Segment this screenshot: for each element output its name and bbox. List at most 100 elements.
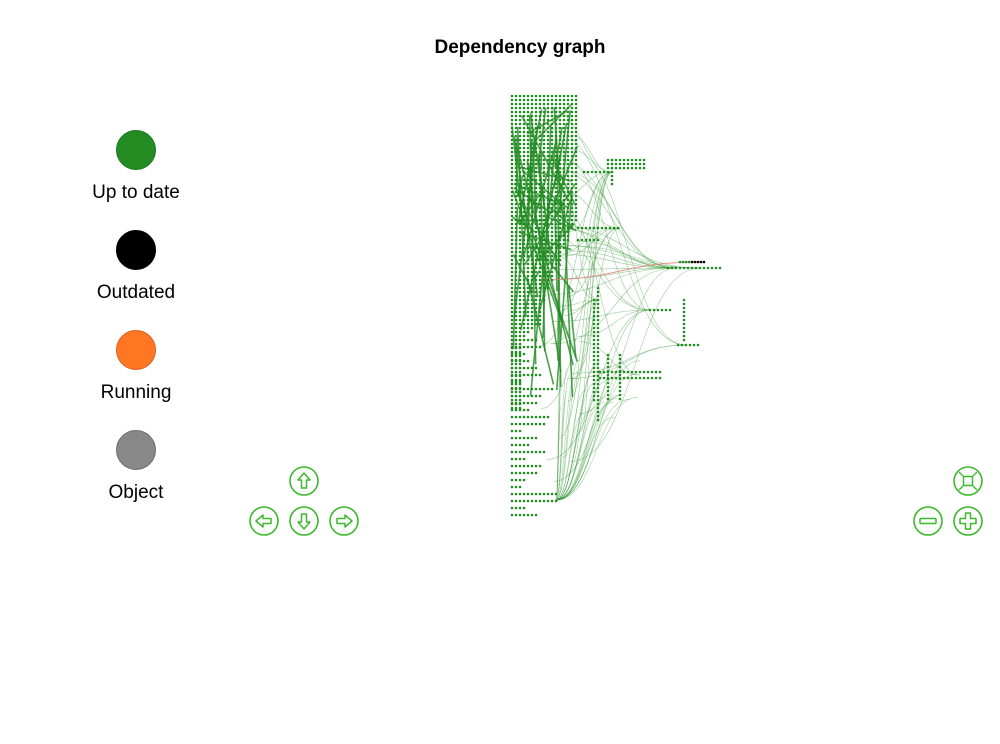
graph-node[interactable] xyxy=(534,294,538,298)
graph-node[interactable] xyxy=(510,294,514,298)
graph-node[interactable] xyxy=(626,162,630,166)
graph-node[interactable] xyxy=(676,343,680,347)
graph-node[interactable] xyxy=(518,246,522,250)
graph-node[interactable] xyxy=(522,450,526,454)
graph-node[interactable] xyxy=(538,226,542,230)
graph-node[interactable] xyxy=(534,262,538,266)
graph-node[interactable] xyxy=(554,194,558,198)
graph-node[interactable] xyxy=(592,298,596,302)
graph-node[interactable] xyxy=(518,138,522,142)
graph-node[interactable] xyxy=(554,202,558,206)
graph-node[interactable] xyxy=(646,370,650,374)
graph-node[interactable] xyxy=(518,485,522,489)
graph-node[interactable] xyxy=(554,122,558,126)
graph-node[interactable] xyxy=(574,134,578,138)
graph-node[interactable] xyxy=(538,118,542,122)
graph-node[interactable] xyxy=(554,226,558,230)
graph-node[interactable] xyxy=(566,170,570,174)
graph-node[interactable] xyxy=(510,242,514,246)
graph-node[interactable] xyxy=(518,234,522,238)
graph-node[interactable] xyxy=(514,234,518,238)
graph-node[interactable] xyxy=(542,186,546,190)
graph-node[interactable] xyxy=(522,106,526,110)
graph-node[interactable] xyxy=(534,214,538,218)
graph-node[interactable] xyxy=(522,178,526,182)
graph-node[interactable] xyxy=(534,394,538,398)
graph-node[interactable] xyxy=(538,286,542,290)
graph-node[interactable] xyxy=(514,314,518,318)
graph-node[interactable] xyxy=(514,350,518,354)
graph-node[interactable] xyxy=(514,130,518,134)
graph-node[interactable] xyxy=(538,194,542,198)
graph-node[interactable] xyxy=(538,150,542,154)
graph-node[interactable] xyxy=(526,499,530,503)
graph-node[interactable] xyxy=(574,106,578,110)
graph-node[interactable] xyxy=(534,174,538,178)
graph-node[interactable] xyxy=(682,334,686,338)
graph-node[interactable] xyxy=(566,94,570,98)
graph-node[interactable] xyxy=(522,322,526,326)
graph-node[interactable] xyxy=(510,290,514,294)
graph-node[interactable] xyxy=(518,122,522,126)
graph-node[interactable] xyxy=(592,366,596,370)
graph-node[interactable] xyxy=(542,278,546,282)
graph-node[interactable] xyxy=(522,278,526,282)
graph-node[interactable] xyxy=(514,126,518,130)
graph-node[interactable] xyxy=(612,226,616,230)
graph-node[interactable] xyxy=(622,158,626,162)
graph-node[interactable] xyxy=(630,370,634,374)
graph-node[interactable] xyxy=(518,415,522,419)
graph-node[interactable] xyxy=(526,282,530,286)
graph-node[interactable] xyxy=(574,210,578,214)
graph-node[interactable] xyxy=(574,122,578,126)
graph-node[interactable] xyxy=(626,158,630,162)
graph-node[interactable] xyxy=(514,471,518,475)
graph-node[interactable] xyxy=(592,322,596,326)
graph-node[interactable] xyxy=(530,126,534,130)
graph-node[interactable] xyxy=(550,130,554,134)
graph-node[interactable] xyxy=(514,214,518,218)
graph-node[interactable] xyxy=(558,198,562,202)
graph-node[interactable] xyxy=(530,194,534,198)
graph-node[interactable] xyxy=(558,190,562,194)
graph-node[interactable] xyxy=(534,345,538,349)
graph-node[interactable] xyxy=(596,338,600,342)
graph-node[interactable] xyxy=(510,158,514,162)
graph-node[interactable] xyxy=(596,366,600,370)
graph-node[interactable] xyxy=(592,334,596,338)
graph-node[interactable] xyxy=(688,343,692,347)
graph-node[interactable] xyxy=(618,377,622,381)
graph-node[interactable] xyxy=(530,174,534,178)
graph-node[interactable] xyxy=(596,342,600,346)
graph-node[interactable] xyxy=(558,130,562,134)
graph-node[interactable] xyxy=(526,422,530,426)
graph-node[interactable] xyxy=(596,386,600,390)
graph-node[interactable] xyxy=(550,387,554,391)
graph-node[interactable] xyxy=(562,98,566,102)
graph-node[interactable] xyxy=(514,334,518,338)
graph-node[interactable] xyxy=(558,114,562,118)
graph-node[interactable] xyxy=(550,162,554,166)
graph-node[interactable] xyxy=(518,146,522,150)
graph-node[interactable] xyxy=(530,202,534,206)
graph-node[interactable] xyxy=(562,230,566,234)
graph-node[interactable] xyxy=(596,402,600,406)
graph-node[interactable] xyxy=(538,174,542,178)
graph-node[interactable] xyxy=(514,110,518,114)
graph-node[interactable] xyxy=(638,376,642,380)
graph-node[interactable] xyxy=(518,142,522,146)
graph-node[interactable] xyxy=(518,314,522,318)
graph-node[interactable] xyxy=(518,266,522,270)
graph-node[interactable] xyxy=(596,298,600,302)
graph-node[interactable] xyxy=(510,194,514,198)
graph-node[interactable] xyxy=(518,182,522,186)
graph-node[interactable] xyxy=(534,258,538,262)
graph-node[interactable] xyxy=(510,234,514,238)
graph-node[interactable] xyxy=(538,422,542,426)
graph-node[interactable] xyxy=(550,222,554,226)
graph-node[interactable] xyxy=(546,230,550,234)
graph-node[interactable] xyxy=(538,166,542,170)
graph-node[interactable] xyxy=(526,345,530,349)
graph-node[interactable] xyxy=(690,266,694,270)
